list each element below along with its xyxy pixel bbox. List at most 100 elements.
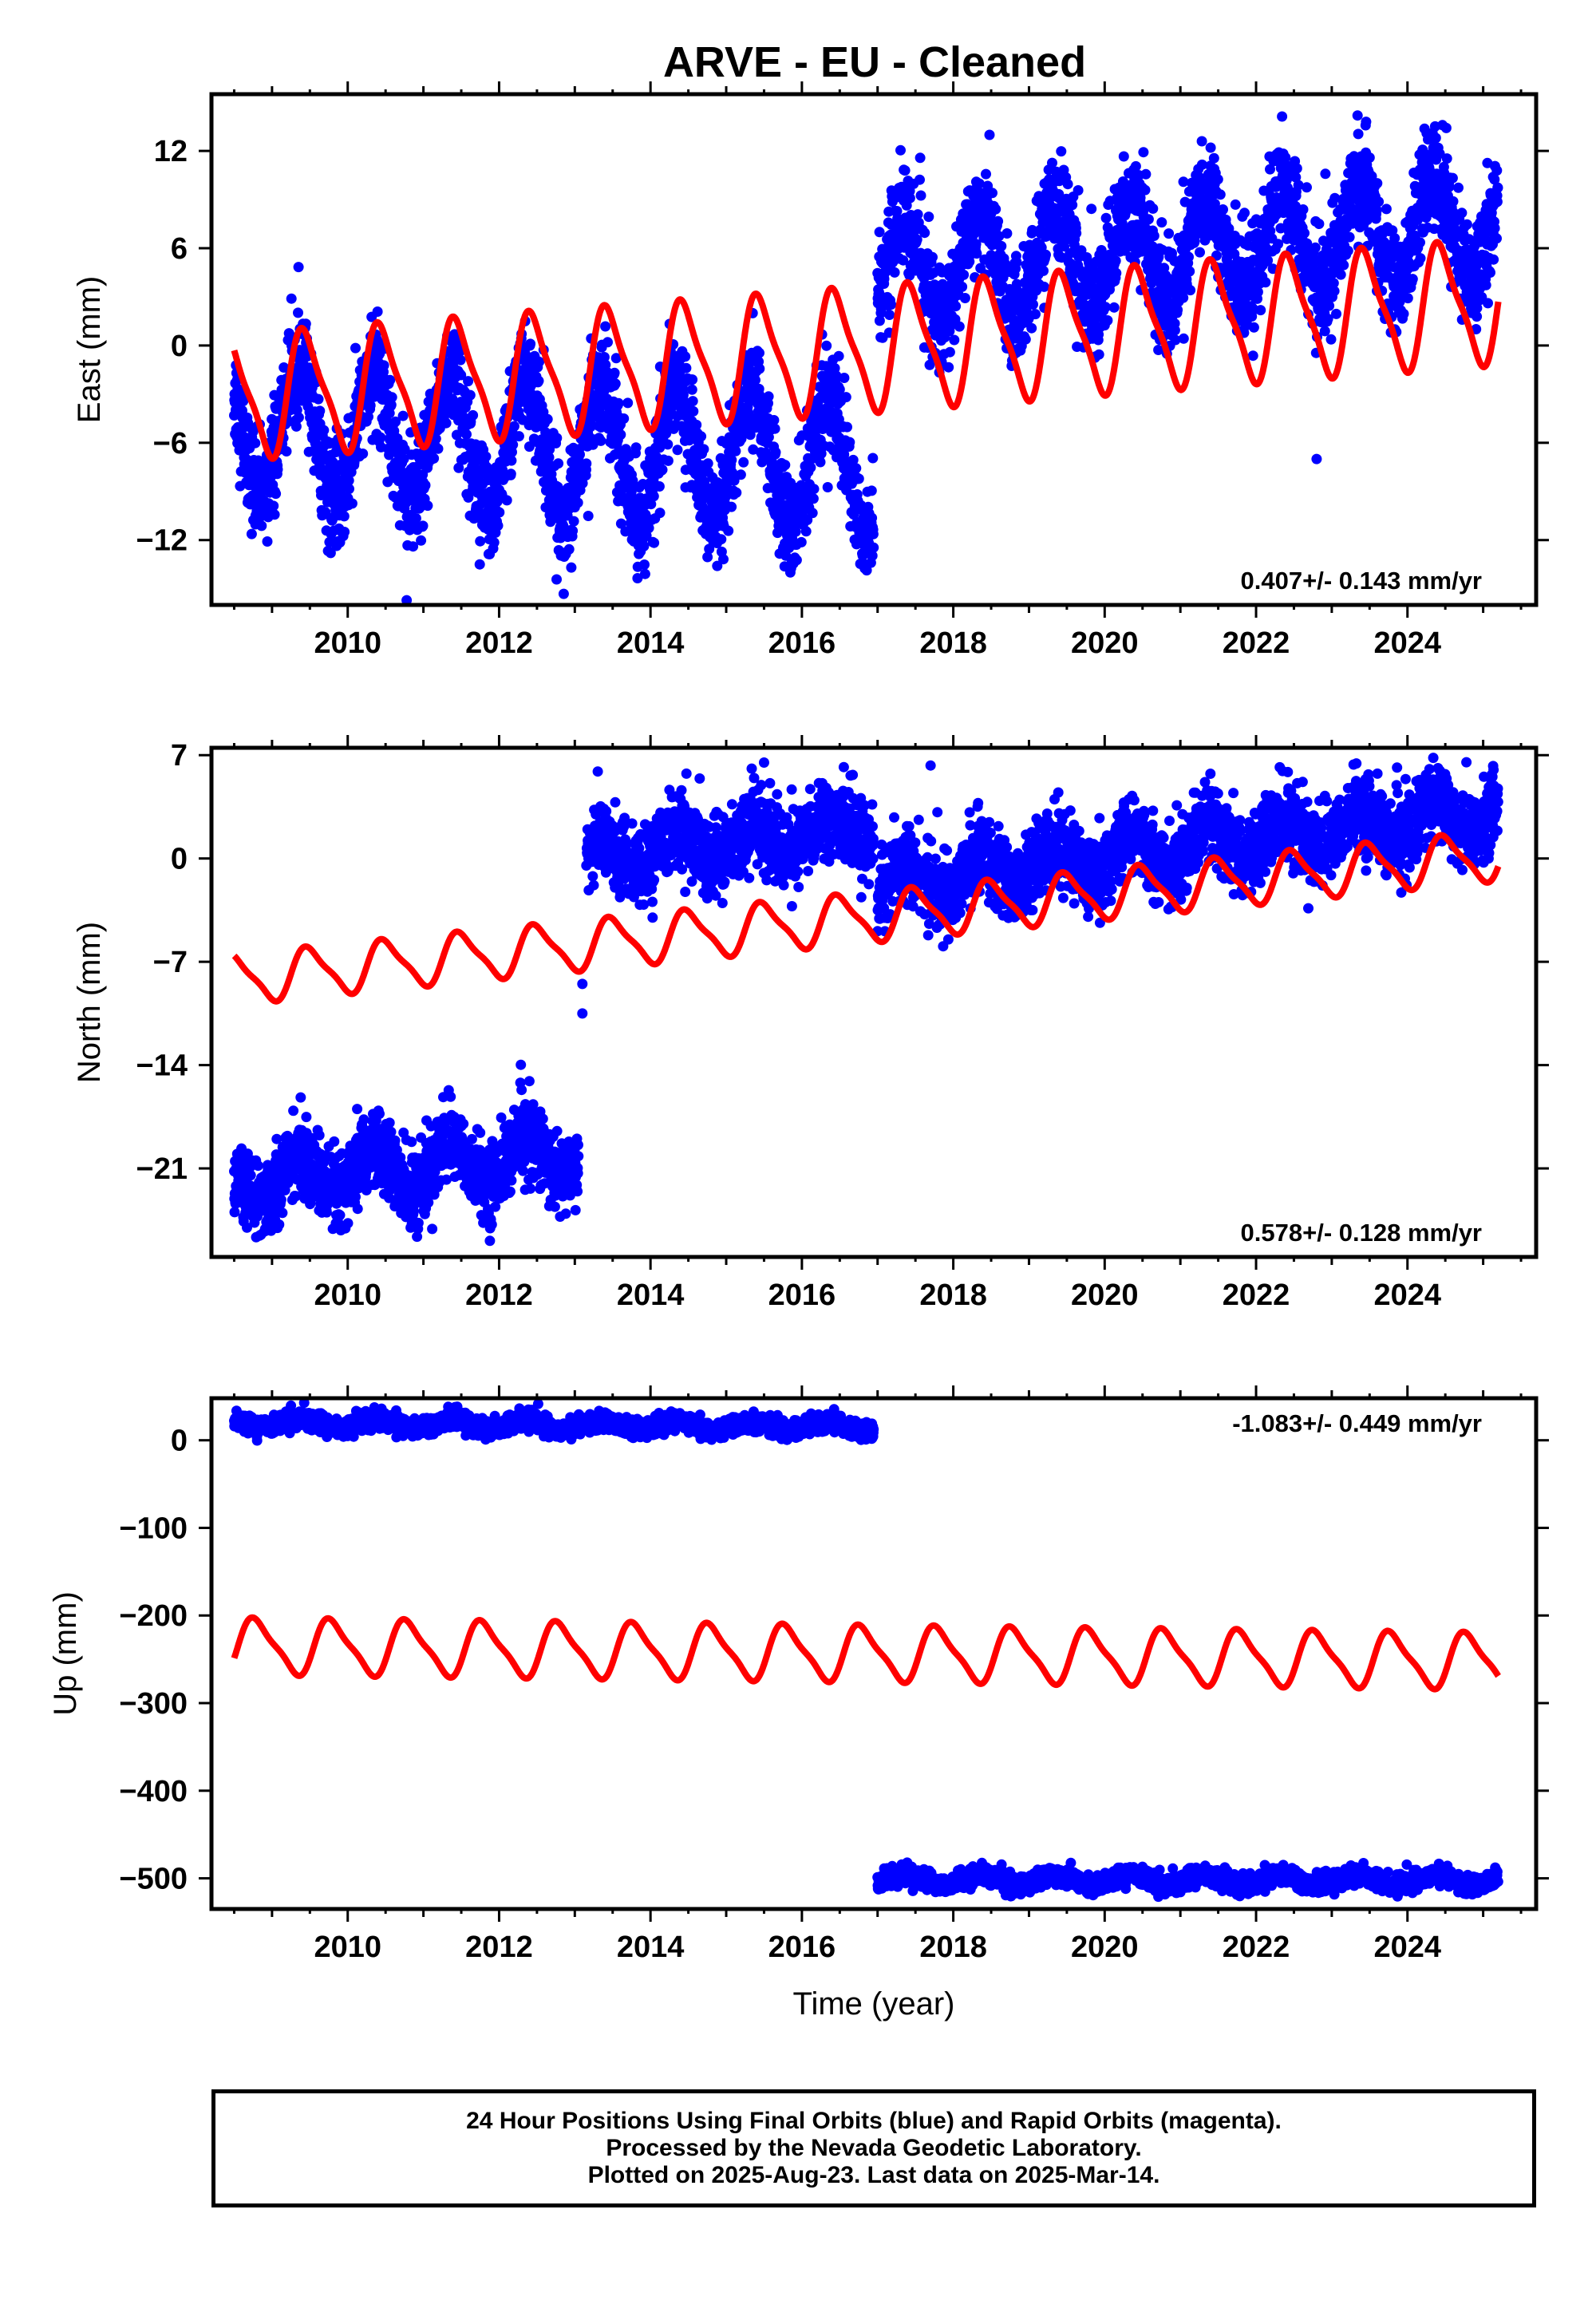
east-data-point — [293, 307, 303, 318]
east-data-point — [398, 453, 409, 464]
east-data-point — [551, 433, 563, 444]
east-data-point — [1273, 239, 1284, 250]
east-data-point — [1223, 223, 1235, 234]
east-data-point — [1047, 157, 1057, 168]
east-data-point — [338, 511, 350, 522]
east-data-point — [451, 429, 462, 441]
east-data-point — [1491, 233, 1502, 244]
east-data-point — [375, 432, 386, 443]
east-data-point — [987, 188, 998, 199]
east-data-point — [1183, 251, 1194, 263]
east-data-point — [558, 588, 569, 599]
east-x-tick-label: 2014 — [617, 626, 685, 660]
east-data-point — [1488, 254, 1499, 265]
east-data-point — [984, 129, 995, 140]
east-data-point — [1255, 305, 1266, 316]
east-data-point — [488, 537, 500, 548]
east-data-point — [1172, 304, 1183, 315]
east-data-point — [401, 595, 413, 605]
east-data-point — [1394, 296, 1405, 307]
east-data-point — [1026, 322, 1037, 334]
east-data-point — [1290, 172, 1302, 183]
east-data-point — [915, 152, 926, 164]
east-data-point — [891, 206, 903, 216]
east-data-point — [662, 439, 674, 450]
east-data-point — [1324, 300, 1335, 311]
east-data-point — [1491, 196, 1503, 207]
east-data-point — [1208, 152, 1219, 164]
east-data-point — [950, 301, 962, 312]
east-data-point — [1056, 146, 1067, 157]
east-data-point — [1331, 308, 1341, 319]
east-data-point — [867, 550, 878, 561]
east-data-point — [1302, 238, 1313, 249]
east-data-point — [533, 375, 544, 386]
east-data-point — [639, 568, 650, 579]
east-data-point — [272, 464, 283, 475]
east-data-point — [1195, 247, 1205, 258]
east-plot-area — [229, 110, 1503, 605]
east-data-point — [796, 536, 807, 547]
east-data-point — [763, 391, 774, 402]
east-data-point — [1453, 182, 1464, 193]
east-data-point — [1156, 217, 1167, 228]
east-data-point — [1364, 152, 1375, 163]
east-data-point — [1178, 176, 1189, 188]
east-data-point — [698, 444, 709, 455]
east-data-point — [630, 442, 642, 453]
east-observed-series — [229, 110, 1503, 605]
east-data-point — [1381, 204, 1392, 215]
east-data-point — [861, 565, 872, 576]
east-data-point — [807, 508, 818, 519]
east-data-point — [886, 299, 897, 310]
east-data-point — [687, 396, 698, 407]
east-data-point — [996, 240, 1007, 251]
east-y-tick-label: 6 — [171, 232, 188, 266]
east-data-point — [981, 168, 991, 180]
east-data-point — [646, 499, 657, 510]
east-data-point — [1108, 302, 1120, 313]
east-data-point — [1291, 163, 1302, 174]
east-data-point — [1319, 326, 1330, 337]
east-outlier-point — [1311, 453, 1322, 464]
east-data-point — [1314, 219, 1325, 229]
east-data-point — [461, 429, 472, 440]
east-data-point — [688, 405, 699, 417]
east-x-tick-label: 2024 — [1373, 626, 1441, 660]
east-data-point — [691, 419, 702, 430]
east-data-point — [672, 445, 683, 456]
east-data-point — [1184, 266, 1195, 277]
east-data-point — [595, 435, 606, 446]
east-data-point — [1472, 302, 1483, 314]
east-data-point — [440, 417, 452, 429]
east-data-point — [915, 190, 926, 201]
east-data-point — [1148, 231, 1159, 241]
east-data-point — [790, 526, 801, 537]
east-data-point — [390, 416, 401, 427]
east-data-point — [422, 500, 433, 512]
east-data-point — [1209, 198, 1220, 209]
east-data-point — [1247, 350, 1258, 362]
east-data-point — [911, 234, 922, 245]
east-x-tick-label: 2012 — [465, 626, 533, 660]
east-data-point — [632, 573, 643, 583]
east-data-point — [944, 346, 955, 358]
east-data-point — [1402, 293, 1413, 304]
east-data-point — [566, 562, 577, 573]
east-data-point — [543, 452, 555, 463]
east-data-point — [1444, 181, 1455, 192]
east-data-point — [618, 413, 630, 424]
east-data-point — [271, 488, 282, 500]
east-data-point — [831, 370, 842, 381]
east-data-point — [1196, 159, 1207, 170]
east-data-point — [718, 554, 729, 565]
east-data-point — [840, 392, 851, 403]
east-data-point — [1430, 132, 1441, 144]
east-data-point — [649, 537, 660, 548]
east-data-point — [386, 392, 397, 403]
east-data-point — [639, 559, 650, 570]
east-data-point — [990, 204, 1001, 215]
east-data-point — [1372, 178, 1383, 189]
east-data-point — [1218, 204, 1228, 215]
east-data-point — [866, 485, 877, 496]
